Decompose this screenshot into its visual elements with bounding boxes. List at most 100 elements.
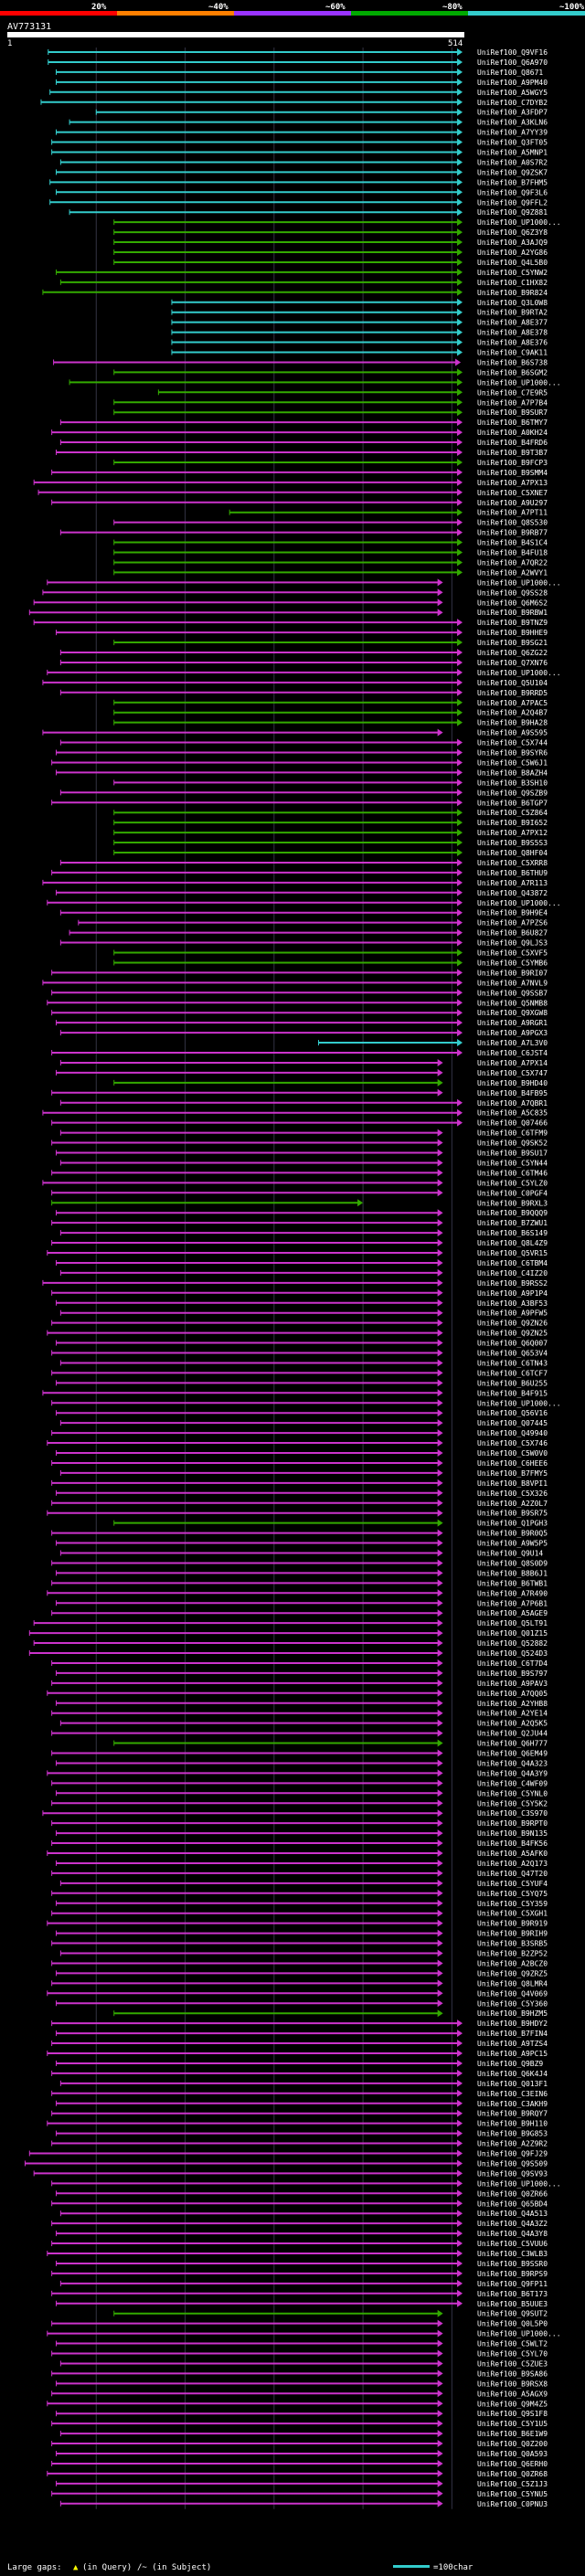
hit-label[interactable]: UniRef100_A5AGE9	[477, 1609, 548, 1617]
hit-label[interactable]: UniRef100_C5YNW2	[477, 269, 548, 277]
hit-label[interactable]: UniRef100_C5X747	[477, 1069, 548, 1077]
hit-label[interactable]: UniRef100_B9FCP3	[477, 459, 548, 467]
hit-label[interactable]: UniRef100_B8AZH4	[477, 769, 548, 777]
hit-label[interactable]: UniRef100_B9RPS9	[477, 2270, 548, 2278]
hit-label[interactable]: UniRef100_C5X744	[477, 739, 548, 747]
hit-label[interactable]: UniRef100_Q9U14	[477, 1550, 543, 1558]
hit-label[interactable]: UniRef100_A0S7R2	[477, 158, 548, 166]
hit-label[interactable]: UniRef100_Q4A3Z2	[477, 2220, 548, 2228]
hit-label[interactable]: UniRef100_Q6M6S2	[477, 599, 548, 607]
hit-label[interactable]: UniRef100_C6TFM9	[477, 1129, 548, 1138]
hit-label[interactable]: UniRef100_Q9SK52	[477, 1140, 548, 1148]
hit-label[interactable]: UniRef100_B9R824	[477, 289, 548, 297]
hit-label[interactable]: UniRef100_B8B6J1	[477, 1569, 548, 1577]
hit-label[interactable]: UniRef100_B9HA28	[477, 719, 548, 727]
hit-label[interactable]: UniRef100_A7R113	[477, 879, 548, 887]
hit-label[interactable]: UniRef100_C5XRR8	[477, 859, 548, 867]
hit-label[interactable]: UniRef100_A9RGR1	[477, 1019, 548, 1027]
hit-label[interactable]: UniRef100_A3BF53	[477, 1299, 548, 1308]
hit-label[interactable]: UniRef100_A9PAV3	[477, 1680, 548, 1688]
hit-label[interactable]: UniRef100_B9R919	[477, 1920, 548, 1928]
hit-label[interactable]: UniRef100_A9PGX3	[477, 1029, 548, 1037]
hit-label[interactable]: UniRef100_UP1000...	[477, 1399, 561, 1407]
hit-label[interactable]: UniRef100_C0PGF4	[477, 1189, 548, 1197]
hit-label[interactable]: UniRef100_A7QR22	[477, 558, 548, 567]
hit-label[interactable]: UniRef100_B7FIN4	[477, 2030, 548, 2038]
hit-label[interactable]: UniRef100_A9PFW5	[477, 1309, 548, 1318]
hit-label[interactable]: UniRef100_B9RTA2	[477, 309, 548, 317]
hit-label[interactable]: UniRef100_Q9S509	[477, 2159, 548, 2168]
hit-label[interactable]: UniRef100_B9HHE9	[477, 629, 548, 637]
hit-label[interactable]: UniRef100_C5XGH1	[477, 1910, 548, 1918]
hit-label[interactable]: UniRef100_B6U827	[477, 929, 548, 938]
hit-label[interactable]: UniRef100_B9HD40	[477, 1079, 548, 1087]
hit-label[interactable]: UniRef100_Q9FP11	[477, 2280, 548, 2288]
hit-label[interactable]: UniRef100_B9RB77	[477, 529, 548, 537]
hit-label[interactable]: UniRef100_B6TMY7	[477, 419, 548, 427]
hit-label[interactable]: UniRef100_C1HX82	[477, 279, 548, 287]
hit-label[interactable]: UniRef100_B9TNZ9	[477, 619, 548, 627]
hit-label[interactable]: UniRef100_A7QQ05	[477, 1690, 548, 1698]
hit-label[interactable]: UniRef100_C5Y360	[477, 1999, 548, 2008]
hit-label[interactable]: UniRef100_C5Y5K2	[477, 1799, 548, 1807]
hit-label[interactable]: UniRef100_Q6A970	[477, 58, 548, 67]
hit-label[interactable]: UniRef100_C6TCF7	[477, 1369, 548, 1377]
hit-label[interactable]: UniRef100_B9SMM4	[477, 469, 548, 477]
hit-label[interactable]: UniRef100_B6S149	[477, 1229, 548, 1237]
hit-label[interactable]: UniRef100_B8VPI1	[477, 1479, 548, 1488]
hit-label[interactable]: UniRef100_B9RXL3	[477, 1199, 548, 1207]
hit-label[interactable]: UniRef100_A9TZS4	[477, 2040, 548, 2048]
hit-label[interactable]: UniRef100_Q9SS28	[477, 588, 548, 597]
hit-label[interactable]: UniRef100_A2YE14	[477, 1710, 548, 1718]
hit-label[interactable]: UniRef100_Q9ZRZ5	[477, 1969, 548, 1977]
hit-label[interactable]: UniRef100_C5YQ75	[477, 1890, 548, 1898]
hit-label[interactable]: UniRef100_C5YL70	[477, 2350, 548, 2359]
hit-label[interactable]: UniRef100_B2ZP52	[477, 1950, 548, 1958]
hit-label[interactable]: UniRef100_A2YHB8	[477, 1700, 548, 1708]
hit-label[interactable]: UniRef100_B9SA86	[477, 2369, 548, 2378]
hit-label[interactable]: UniRef100_A7L3V0	[477, 1039, 548, 1047]
hit-label[interactable]: UniRef100_B9R0Q5	[477, 1530, 548, 1538]
hit-label[interactable]: UniRef100_Q52882	[477, 1639, 548, 1648]
hit-label[interactable]: UniRef100_A5AFK0	[477, 1850, 548, 1858]
hit-label[interactable]: UniRef100_B9HZM5	[477, 2009, 548, 2018]
hit-label[interactable]: UniRef100_B9I652	[477, 819, 548, 827]
hit-label[interactable]: UniRef100_B9S5S3	[477, 839, 548, 847]
hit-label[interactable]: UniRef100_B9RIH9	[477, 1930, 548, 1938]
hit-label[interactable]: UniRef100_A5AGX9	[477, 2390, 548, 2398]
hit-label[interactable]: UniRef100_Q07466	[477, 1119, 548, 1128]
hit-label[interactable]: UniRef100_A0KH24	[477, 429, 548, 437]
hit-label[interactable]: UniRef100_C7DYB2	[477, 99, 548, 107]
hit-label[interactable]: UniRef100_Q8S530	[477, 519, 548, 527]
hit-label[interactable]: UniRef100_C5XVF5	[477, 949, 548, 958]
hit-label[interactable]: UniRef100_B9RBW1	[477, 609, 548, 617]
hit-label[interactable]: UniRef100_C5YN44	[477, 1159, 548, 1167]
hit-label[interactable]: UniRef100_B6U255	[477, 1379, 548, 1387]
hit-label[interactable]: UniRef100_Q9F3L6	[477, 188, 548, 196]
hit-label[interactable]: UniRef100_A7PX13	[477, 479, 548, 487]
hit-label[interactable]: UniRef100_B9RSX8	[477, 2380, 548, 2388]
hit-label[interactable]: UniRef100_Q47T20	[477, 1870, 548, 1878]
hit-label[interactable]: UniRef100_UP1000...	[477, 2330, 561, 2338]
hit-label[interactable]: UniRef100_B7FHM5	[477, 178, 548, 186]
hit-label[interactable]: UniRef100_Q9BZ9	[477, 2060, 543, 2068]
hit-label[interactable]: UniRef100_C6JST4	[477, 1049, 548, 1057]
hit-label[interactable]: UniRef100_B9RQY7	[477, 2110, 548, 2118]
hit-label[interactable]: UniRef100_C3WLB3	[477, 2250, 548, 2258]
hit-label[interactable]: UniRef100_Q0Z200	[477, 2440, 548, 2448]
hit-label[interactable]: UniRef100_Q0ZR66	[477, 2189, 548, 2198]
hit-label[interactable]: UniRef100_B9G853	[477, 2130, 548, 2138]
hit-label[interactable]: UniRef100_Q9SZB9	[477, 789, 548, 797]
hit-label[interactable]: UniRef100_B9SUR7	[477, 408, 548, 417]
hit-label[interactable]: UniRef100_B4FU18	[477, 549, 548, 557]
hit-label[interactable]: UniRef100_A7R490	[477, 1589, 548, 1597]
hit-label[interactable]: UniRef100_C5W0V0	[477, 1449, 548, 1458]
hit-label[interactable]: UniRef100_Q9M4Z5	[477, 2400, 548, 2408]
hit-label[interactable]: UniRef100_B9N135	[477, 1829, 548, 1838]
hit-label[interactable]: UniRef100_Q8671	[477, 69, 543, 77]
hit-label[interactable]: UniRef100_Q6EM49	[477, 1750, 548, 1758]
hit-label[interactable]: UniRef100_C5YMB6	[477, 959, 548, 967]
hit-label[interactable]: UniRef100_C3AKH9	[477, 2100, 548, 2108]
hit-label[interactable]: UniRef100_B9T3B7	[477, 449, 548, 457]
hit-label[interactable]: UniRef100_B6TGP7	[477, 799, 548, 807]
